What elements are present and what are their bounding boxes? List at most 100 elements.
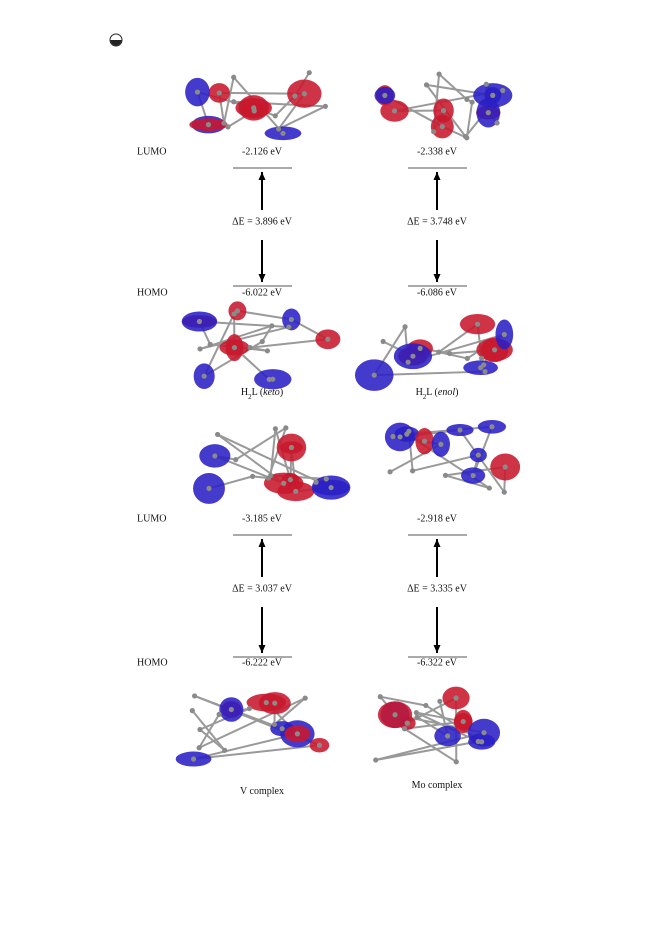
- atom: [414, 714, 420, 720]
- atom: [371, 372, 377, 378]
- caption-part: Mo complex: [412, 780, 463, 791]
- atom: [302, 695, 308, 701]
- arrow-head: [258, 539, 266, 547]
- atom: [391, 108, 398, 114]
- atom: [440, 107, 447, 114]
- atom: [387, 469, 393, 475]
- caption-part: enol: [438, 387, 455, 398]
- bond: [199, 326, 290, 350]
- atom: [231, 311, 237, 317]
- atom: [485, 110, 491, 116]
- atom: [225, 124, 231, 130]
- atom: [288, 316, 294, 323]
- atom: [294, 731, 301, 737]
- atom: [328, 484, 334, 491]
- bond: [278, 105, 326, 130]
- atom: [216, 90, 222, 96]
- atom: [392, 712, 398, 718]
- atom: [234, 308, 241, 314]
- energy-gap: ΔE = 3.037 eV: [232, 583, 293, 594]
- atom: [212, 453, 218, 459]
- caption-part: 2: [423, 393, 427, 401]
- atom: [405, 359, 411, 365]
- lumo-energy: -3.185 eV: [242, 513, 283, 524]
- bond: [193, 732, 298, 760]
- atom: [301, 91, 307, 97]
- atom: [431, 129, 437, 135]
- atom: [423, 702, 429, 709]
- atom: [207, 341, 213, 347]
- bond: [380, 695, 427, 707]
- atom: [410, 353, 416, 359]
- atom: [401, 726, 408, 732]
- atom: [402, 324, 408, 330]
- orbital-image: [181, 301, 341, 390]
- bond: [273, 697, 306, 726]
- arrow-head: [433, 172, 441, 180]
- atom: [491, 347, 498, 353]
- caption: V complex: [240, 786, 284, 797]
- atom: [417, 345, 423, 351]
- caption: Mo complex: [412, 780, 463, 791]
- atom: [421, 438, 428, 444]
- atom: [323, 476, 329, 482]
- atom: [196, 745, 202, 751]
- atom: [264, 348, 271, 354]
- caption: H2L (enol): [416, 387, 459, 400]
- atom: [436, 349, 442, 355]
- atom: [469, 99, 475, 105]
- caption-part: 2: [248, 393, 252, 401]
- atom: [437, 698, 443, 704]
- bond: [235, 426, 287, 461]
- atom: [442, 472, 449, 479]
- atom: [436, 71, 442, 77]
- atom: [404, 720, 410, 726]
- atom: [293, 488, 299, 494]
- atom: [481, 730, 487, 736]
- bond: [252, 475, 269, 480]
- energy-gap: ΔE = 3.335 eV: [407, 583, 468, 594]
- atom: [190, 756, 197, 762]
- atom: [501, 331, 507, 338]
- atom: [444, 733, 451, 739]
- homo-energy: -6.322 eV: [417, 657, 458, 668]
- atom: [272, 426, 279, 432]
- orbital-image: [175, 692, 330, 767]
- atom: [251, 105, 257, 111]
- atom: [265, 475, 272, 481]
- atom: [316, 742, 323, 748]
- atom: [214, 431, 221, 438]
- atom: [322, 103, 328, 109]
- atom: [453, 759, 459, 765]
- atom: [474, 321, 481, 327]
- arrow-head: [258, 274, 266, 282]
- atom: [478, 355, 485, 361]
- atom: [453, 695, 459, 701]
- orbital-image: [185, 70, 328, 141]
- atom: [191, 693, 198, 699]
- atom: [228, 706, 234, 713]
- atom: [373, 757, 379, 763]
- arrow-head: [433, 539, 441, 547]
- bond: [199, 728, 226, 752]
- atom: [259, 338, 265, 345]
- atom: [306, 70, 312, 76]
- atom: [231, 344, 238, 351]
- lumo-energy: -2.126 eV: [242, 146, 283, 157]
- bond: [412, 454, 479, 472]
- atom: [464, 135, 470, 141]
- atom: [490, 92, 496, 98]
- arrow-head: [258, 645, 266, 653]
- bond: [198, 713, 220, 749]
- energy-gap: ΔE = 3.748 eV: [407, 216, 468, 227]
- atom: [382, 92, 388, 99]
- lumo-energy: -2.918 eV: [417, 513, 458, 524]
- atom: [287, 477, 294, 483]
- energy-gap: ΔE = 3.896 eV: [232, 216, 293, 227]
- atom: [397, 434, 403, 440]
- atom: [272, 700, 278, 706]
- bond: [261, 325, 273, 343]
- atom: [269, 323, 275, 329]
